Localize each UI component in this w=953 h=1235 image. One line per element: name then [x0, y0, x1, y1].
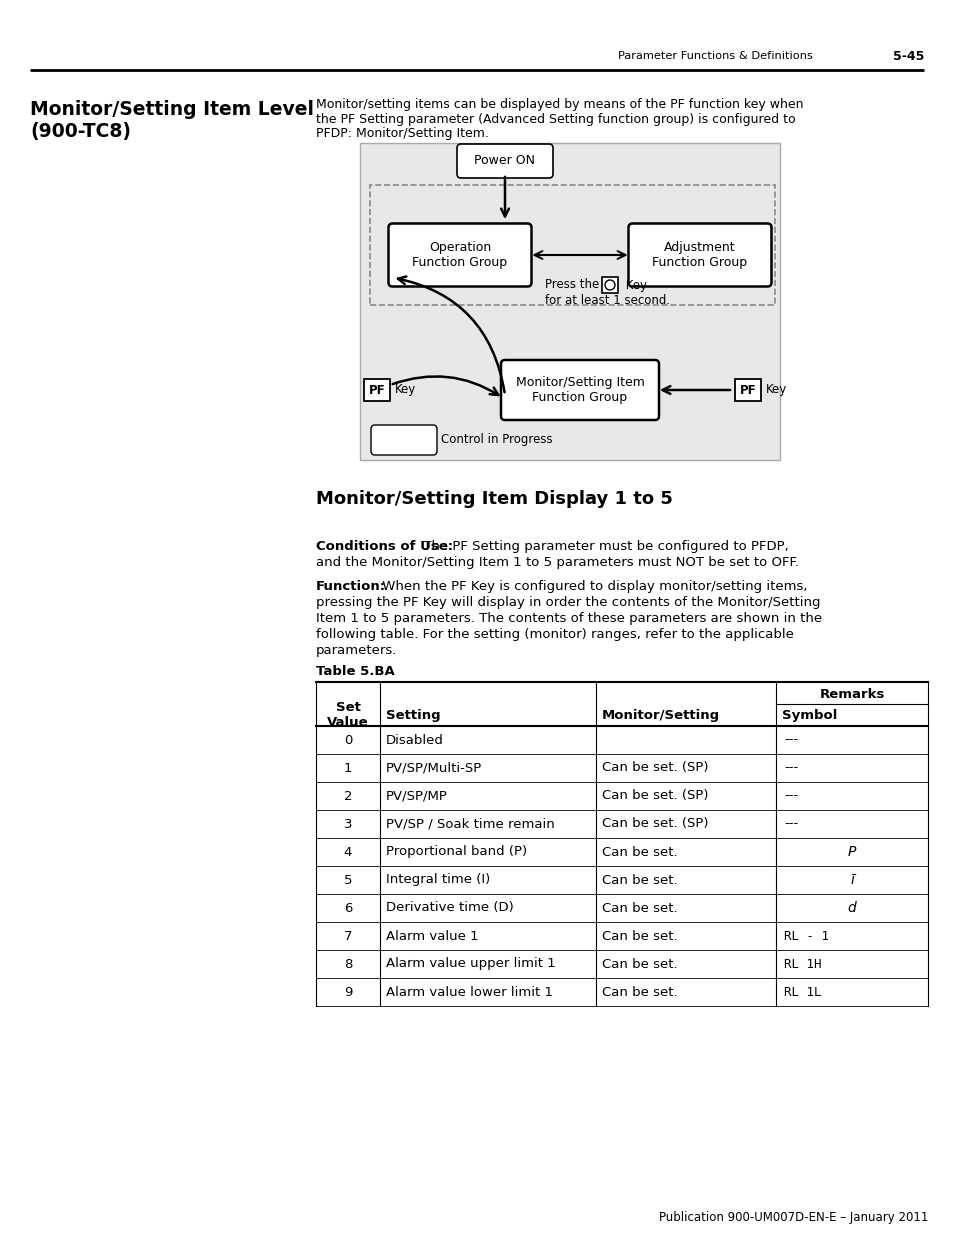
Bar [370, 185, 774, 305]
Circle shape [604, 280, 615, 290]
Text: PV/SP/MP: PV/SP/MP [386, 789, 447, 803]
Text: 4: 4 [343, 846, 352, 858]
Text: Press the: Press the [544, 279, 602, 291]
Text: RL 1H: RL 1H [783, 957, 821, 971]
Text: Can be set. (SP): Can be set. (SP) [601, 818, 708, 830]
Text: Symbol: Symbol [781, 709, 837, 721]
FancyBboxPatch shape [456, 144, 553, 178]
Text: Alarm value 1: Alarm value 1 [386, 930, 478, 942]
Text: PF: PF [368, 384, 385, 396]
Text: Integral time (I): Integral time (I) [386, 873, 490, 887]
FancyBboxPatch shape [734, 379, 760, 401]
Text: PFDP: Monitor/Setting Item.: PFDP: Monitor/Setting Item. [315, 127, 488, 140]
Text: 1: 1 [343, 762, 352, 774]
Text: When the PF Key is configured to display monitor/setting items,: When the PF Key is configured to display… [377, 580, 806, 593]
FancyBboxPatch shape [601, 277, 618, 293]
Text: ---: --- [783, 762, 798, 774]
Text: Proportional band (P): Proportional band (P) [386, 846, 527, 858]
Text: Can be set.: Can be set. [601, 986, 677, 999]
Text: Operation
Function Group: Operation Function Group [412, 241, 507, 269]
Text: Table 5.BA: Table 5.BA [315, 664, 395, 678]
FancyBboxPatch shape [388, 224, 531, 287]
Text: PV/SP/Multi-SP: PV/SP/Multi-SP [386, 762, 482, 774]
Text: Remarks: Remarks [819, 688, 883, 701]
FancyBboxPatch shape [359, 143, 780, 459]
FancyBboxPatch shape [364, 379, 390, 401]
Text: the PF Setting parameter (Advanced Setting function group) is configured to: the PF Setting parameter (Advanced Setti… [315, 112, 795, 126]
Text: Function:: Function: [315, 580, 386, 593]
Text: Can be set.: Can be set. [601, 902, 677, 914]
Text: 0: 0 [343, 734, 352, 746]
Text: Can be set.: Can be set. [601, 957, 677, 971]
Text: ---: --- [783, 734, 798, 746]
Text: (900-TC8): (900-TC8) [30, 122, 131, 141]
Text: Key: Key [395, 384, 416, 396]
Text: 7: 7 [343, 930, 352, 942]
Text: Disabled: Disabled [386, 734, 443, 746]
FancyBboxPatch shape [628, 224, 771, 287]
Text: and the Monitor/Setting Item 1 to 5 parameters must NOT be set to OFF.: and the Monitor/Setting Item 1 to 5 para… [315, 556, 799, 569]
Text: Conditions of Use:: Conditions of Use: [315, 540, 453, 553]
Text: Parameter Functions & Definitions: Parameter Functions & Definitions [618, 51, 812, 61]
Text: ---: --- [783, 789, 798, 803]
Text: Key: Key [765, 384, 786, 396]
Text: Control in Progress: Control in Progress [440, 433, 552, 447]
Text: P: P [847, 845, 855, 860]
Text: 3: 3 [343, 818, 352, 830]
Text: Adjustment
Function Group: Adjustment Function Group [652, 241, 747, 269]
Text: RL - 1: RL - 1 [783, 930, 828, 942]
Text: 9: 9 [343, 986, 352, 999]
Text: Monitor/Setting Item Display 1 to 5: Monitor/Setting Item Display 1 to 5 [315, 490, 672, 508]
Text: Item 1 to 5 parameters. The contents of these parameters are shown in the: Item 1 to 5 parameters. The contents of … [315, 613, 821, 625]
Text: Monitor/Setting Item Level: Monitor/Setting Item Level [30, 100, 314, 119]
Text: ī: ī [849, 873, 853, 887]
Text: PV/SP / Soak time remain: PV/SP / Soak time remain [386, 818, 554, 830]
Text: Can be set.: Can be set. [601, 930, 677, 942]
Text: d: d [846, 902, 856, 915]
Text: pressing the PF Key will display in order the contents of the Monitor/Setting: pressing the PF Key will display in orde… [315, 597, 820, 609]
FancyArrowPatch shape [397, 277, 504, 393]
Text: 8: 8 [343, 957, 352, 971]
Text: Power ON: Power ON [474, 154, 535, 168]
Text: Can be set. (SP): Can be set. (SP) [601, 789, 708, 803]
Text: Monitor/Setting: Monitor/Setting [601, 709, 720, 721]
Text: Set
Value: Set Value [327, 701, 369, 729]
Text: Monitor/setting items can be displayed by means of the PF function key when: Monitor/setting items can be displayed b… [315, 98, 802, 111]
Text: Can be set.: Can be set. [601, 846, 677, 858]
Text: following table. For the setting (monitor) ranges, refer to the applicable: following table. For the setting (monito… [315, 629, 793, 641]
Text: PF: PF [739, 384, 756, 396]
Text: RL 1L: RL 1L [783, 986, 821, 999]
Text: 5-45: 5-45 [892, 49, 923, 63]
Text: parameters.: parameters. [315, 643, 397, 657]
Text: ---: --- [783, 818, 798, 830]
Text: 2: 2 [343, 789, 352, 803]
Text: Derivative time (D): Derivative time (D) [386, 902, 514, 914]
FancyArrowPatch shape [393, 377, 497, 395]
Text: Monitor/Setting Item
Function Group: Monitor/Setting Item Function Group [515, 375, 644, 404]
Text: Alarm value upper limit 1: Alarm value upper limit 1 [386, 957, 556, 971]
Text: Publication 900-UM007D-EN-E – January 2011: Publication 900-UM007D-EN-E – January 20… [658, 1212, 927, 1224]
FancyBboxPatch shape [500, 359, 659, 420]
Text: Alarm value lower limit 1: Alarm value lower limit 1 [386, 986, 553, 999]
Text: for at least 1 second.: for at least 1 second. [544, 294, 669, 306]
Text: Key: Key [621, 279, 646, 291]
Text: Setting: Setting [386, 709, 440, 721]
Text: Can be set. (SP): Can be set. (SP) [601, 762, 708, 774]
Text: The PF Setting parameter must be configured to PFDP,: The PF Setting parameter must be configu… [418, 540, 788, 553]
Text: 6: 6 [343, 902, 352, 914]
Text: Can be set.: Can be set. [601, 873, 677, 887]
Text: 5: 5 [343, 873, 352, 887]
FancyBboxPatch shape [371, 425, 436, 454]
